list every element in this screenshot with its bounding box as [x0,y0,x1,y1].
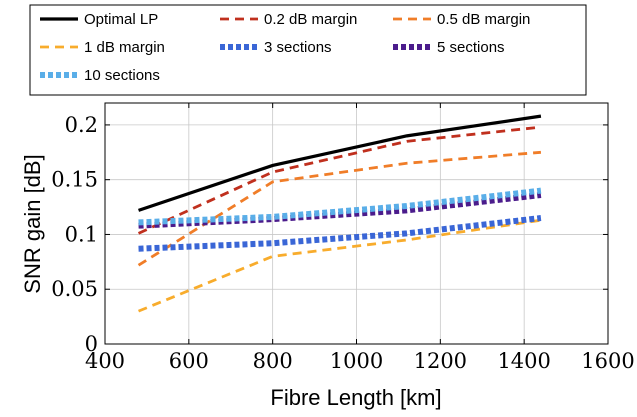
y-tick-label: 0.05 [51,277,98,301]
series-line-4 [138,215,542,252]
y-tick-label: 0.1 [65,222,98,246]
x-tick-label: 800 [253,349,293,373]
series-line-1 [137,125,542,235]
x-tick-label: 1000 [330,349,383,373]
x-axis-label: Fibre Length [km] [270,385,441,410]
legend-label-0: Optimal LP [84,11,158,28]
legend: Optimal LP 0.2 dB margin 0.5 dB margin 1 dB… [29,4,587,96]
series-line-3 [138,218,542,313]
y-tick-label: 0 [85,332,98,356]
y-tick-label: 0.2 [65,113,98,137]
series-lines [137,114,542,313]
axis-ticks: 400 600 800 1000 1200 1400 1600 0 0.05 0.1 0.15 0.2 [51,103,635,373]
legend-box [29,4,587,96]
legend-label-6: 10 sections [84,67,160,84]
legend-label-1: 0.2 dB margin [264,11,357,28]
legend-label-4: 3 sections [264,39,332,56]
x-tick-label: 1400 [497,349,550,373]
legend-label-5: 5 sections [437,39,505,56]
legend-label-3: 1 dB margin [84,39,165,56]
legend-label-2: 0.5 dB margin [437,11,530,28]
y-tick-label: 0.15 [51,168,98,192]
x-tick-label: 600 [169,349,209,373]
x-tick-label: 1600 [581,349,634,373]
series-line-0 [138,114,542,212]
series-line-6 [138,187,542,226]
x-tick-label: 400 [85,349,125,373]
x-tick-label: 1200 [414,349,467,373]
y-axis-label: SNR gain [dB] [20,154,45,293]
